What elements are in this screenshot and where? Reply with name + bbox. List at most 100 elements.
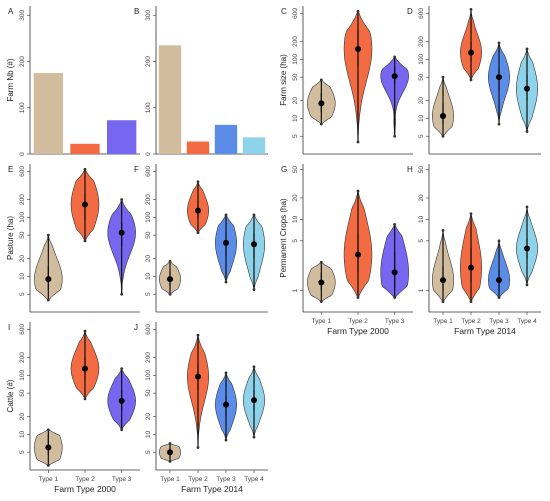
y-tick-label: 100	[145, 102, 152, 113]
median-point	[391, 269, 398, 276]
y-tick-label: 20	[19, 413, 26, 421]
outlier-point	[83, 329, 87, 333]
outlier-point	[252, 288, 256, 291]
outlier-point	[196, 446, 200, 449]
median-point	[45, 444, 52, 451]
outlier-point	[168, 442, 172, 445]
outlier-point	[120, 198, 124, 201]
outlier-point	[393, 55, 397, 59]
y-tick-label: 100	[145, 370, 152, 381]
y-tick-label: 200	[145, 194, 152, 205]
y-tick-label: 20	[292, 194, 299, 202]
outlier-point	[393, 134, 397, 138]
y-tick-label: 50	[145, 231, 152, 239]
outlier-point	[497, 41, 501, 45]
panel-g: G 1 5 10 20 50 Permanent Crops (ha) Type 1 Type …	[279, 164, 413, 336]
median-point	[251, 241, 257, 248]
y-tick-label: 200	[292, 36, 299, 47]
median-point	[468, 49, 474, 56]
x-tick-label: Type 2	[461, 318, 481, 325]
y-tick-label: 50	[292, 166, 299, 174]
panel-letter: E	[8, 165, 13, 174]
outlier-point	[168, 459, 172, 463]
outlier-point	[525, 47, 529, 51]
median-point	[223, 239, 229, 246]
x-tick-label: Type 3	[385, 318, 405, 325]
y-tick-label: 5	[145, 292, 152, 296]
y-tick-label: 5	[19, 450, 26, 454]
y-tick-label: 600	[292, 8, 299, 19]
y-tick-label: 20	[145, 255, 152, 263]
y-tick-label: 10	[418, 215, 425, 223]
y-tick-label: 20	[292, 97, 299, 105]
outlier-point	[497, 239, 501, 243]
y-tick-label: 200	[19, 194, 26, 205]
median-point	[251, 397, 257, 404]
median-point	[440, 277, 446, 284]
median-point	[82, 201, 88, 208]
y-tick-label: 10	[19, 272, 26, 280]
x-tick-label: Type 3	[216, 476, 236, 483]
outlier-point	[441, 229, 445, 232]
outlier-point	[441, 300, 445, 303]
outlier-point	[497, 296, 501, 299]
y-tick-label: 5	[418, 239, 425, 243]
x-axis-label: Farm Type 2000	[327, 326, 389, 336]
bar-type-3	[107, 120, 137, 154]
outlier-point	[525, 205, 529, 209]
outlier-point	[319, 78, 323, 82]
outlier-point	[168, 292, 172, 296]
y-tick-label: 200	[19, 56, 26, 67]
x-tick-label: Type 4	[244, 476, 264, 483]
median-point	[118, 397, 125, 404]
x-tick-label: Type 1	[160, 476, 180, 483]
panel-letter: B	[134, 7, 139, 16]
median-point	[118, 229, 125, 236]
x-axis-label: Farm Type 2014	[454, 326, 516, 336]
median-point	[355, 251, 361, 258]
outlier-point	[252, 213, 256, 217]
outlier-point	[224, 371, 228, 375]
outlier-point	[120, 367, 124, 371]
median-point	[195, 373, 201, 380]
y-tick-label: 100	[145, 212, 152, 223]
panel-e: E 5 10 20 50 100 200 600 Pasture (ha)	[6, 164, 140, 313]
y-tick-label: 50	[418, 73, 425, 81]
outlier-point	[168, 259, 172, 263]
panel-letter: C	[281, 7, 287, 16]
y-tick-label: 100	[19, 102, 26, 113]
panel-letter: H	[407, 165, 413, 174]
y-tick-label: 50	[19, 389, 26, 397]
panel-letter: J	[134, 323, 138, 332]
y-axis-label: Permanent Crops (ha)	[279, 198, 288, 277]
y-tick-label: 50	[292, 73, 299, 81]
y-tick-label: 1	[418, 288, 425, 292]
x-axis-label: Farm Type 2000	[54, 484, 116, 494]
panel-c: C 5 10 20 50 100 200 600 Farm size (ha)	[279, 6, 413, 155]
y-tick-label: 200	[145, 56, 152, 67]
y-tick-label: 100	[292, 54, 299, 65]
outlier-point	[441, 134, 445, 138]
x-tick-label: Type 2	[188, 476, 208, 483]
y-tick-label: 100	[418, 54, 425, 65]
panel-letter: A	[8, 7, 14, 16]
panel-f: F 5 10 20 50 100 200 600	[134, 164, 268, 313]
y-tick-label: 100	[19, 370, 26, 381]
median-point	[82, 365, 88, 372]
x-tick-label: Type 4	[517, 318, 537, 325]
outlier-point	[46, 298, 50, 302]
panel-b: B 0 100 200 300	[134, 6, 268, 156]
median-point	[167, 276, 173, 283]
bar-type-2	[186, 141, 210, 154]
y-tick-label: 600	[145, 166, 152, 177]
panel-a: A 0 100 200 300 Farm Nb (#)	[6, 6, 140, 156]
median-point	[318, 279, 325, 286]
outlier-point	[196, 231, 200, 235]
bar-type-2	[70, 143, 100, 154]
bar-type-1	[33, 73, 63, 154]
median-point	[496, 74, 502, 81]
panel-letter: I	[8, 323, 10, 332]
median-point	[468, 264, 474, 271]
x-tick-label: Type 1	[433, 318, 453, 325]
y-tick-label: 5	[418, 134, 425, 138]
